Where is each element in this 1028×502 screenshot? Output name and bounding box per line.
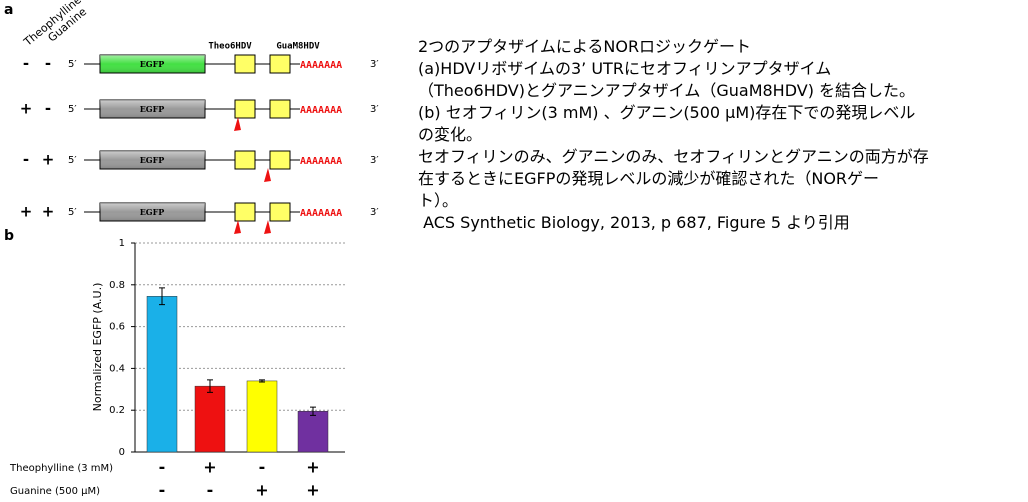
poly-a: AAAAAAA xyxy=(300,208,342,219)
condition-sign: + xyxy=(306,458,319,477)
poly-a: AAAAAAA xyxy=(300,60,342,71)
condition-sign: + xyxy=(203,458,216,477)
condition-label: Theophylline (3 mM) xyxy=(9,463,113,474)
aptazyme-box xyxy=(234,54,256,74)
condition-sign: + xyxy=(255,481,268,500)
y-tick-label: 0 xyxy=(119,447,125,458)
sign: - xyxy=(45,100,51,118)
five-prime: 5′ xyxy=(68,155,77,166)
five-prime: 5′ xyxy=(68,104,77,115)
y-tick-label: 0.8 xyxy=(109,280,125,291)
note-line: 在するときにEGFPの発現レベルの減少が確認された（NORゲー xyxy=(418,169,880,188)
gene-shade xyxy=(100,151,205,169)
figure: a Theophylline Guanine Theo6HDV GuaM8HDV… xyxy=(4,0,379,500)
sign: - xyxy=(23,55,29,73)
bar xyxy=(246,380,278,453)
note-line: （Theo6HDV)とグアニンアプタザイム（GuaM8HDV) を結合した。 xyxy=(418,81,916,100)
cleavage-mark xyxy=(234,220,241,234)
aptazyme-box xyxy=(234,99,256,119)
notes: 2つのアプタザイムによるNORロジックゲート (a)HDVリボザイムの3’ UTR… xyxy=(418,36,1018,234)
error-bar xyxy=(259,379,265,383)
aptazyme-box xyxy=(269,150,291,170)
note-line: 2つのアプタザイムによるNORロジックゲート xyxy=(418,37,752,56)
gene-label: EGFP xyxy=(140,155,165,165)
three-prime: 3′ xyxy=(370,155,379,166)
aptazyme-label: GuaM8HDV xyxy=(276,42,320,52)
gene-label: EGFP xyxy=(140,207,165,217)
condition-sign: - xyxy=(159,458,166,477)
five-prime: 5′ xyxy=(68,59,77,70)
three-prime: 3′ xyxy=(370,207,379,218)
aptazyme-box xyxy=(269,99,291,119)
aptazyme-box xyxy=(269,54,291,74)
condition-sign: - xyxy=(259,458,266,477)
y-tick-label: 0.2 xyxy=(109,405,125,416)
gene-shade xyxy=(100,100,205,118)
three-prime: 3′ xyxy=(370,104,379,115)
aptazyme-label: Theo6HDV xyxy=(208,42,252,52)
three-prime: 3′ xyxy=(370,59,379,70)
aptazyme-box xyxy=(269,202,291,222)
gene-shade xyxy=(100,55,205,73)
note-line: の変化。 xyxy=(418,125,483,144)
sign: + xyxy=(42,151,55,169)
note-line: セオフィリンのみ、グアニンのみ、セオフィリンとグアニンの両方が存 xyxy=(418,147,929,166)
error-bar xyxy=(207,379,213,393)
gene-label: EGFP xyxy=(140,59,165,69)
aptazyme-box xyxy=(234,150,256,170)
condition-sign: + xyxy=(306,481,319,500)
condition-sign: - xyxy=(207,481,214,500)
poly-a: AAAAAAA xyxy=(300,156,342,167)
poly-a: AAAAAAA xyxy=(300,105,342,116)
note-line: (a)HDVリボザイムの3’ UTRにセオフィリンアプタザイム xyxy=(418,59,832,78)
five-prime: 5′ xyxy=(68,207,77,218)
y-tick-label: 0.6 xyxy=(109,322,125,333)
gene-label: EGFP xyxy=(140,104,165,114)
bar xyxy=(194,385,226,453)
sign: - xyxy=(45,55,51,73)
sign: - xyxy=(23,151,29,169)
panel-label: b xyxy=(4,228,14,244)
cleavage-mark xyxy=(264,220,271,234)
cleavage-mark xyxy=(264,168,271,182)
note-line: ACS Synthetic Biology, 2013, p 687, Figu… xyxy=(418,213,850,232)
note-line: (b) セオフィリン(3 mM) 、グアニン(500 μM)存在下での発現レベル xyxy=(418,103,916,122)
aptazyme-box xyxy=(234,202,256,222)
condition-label: Guanine (500 µM) xyxy=(10,486,100,497)
sign: + xyxy=(42,203,55,221)
error-bar xyxy=(159,287,165,306)
error-bar xyxy=(310,406,316,416)
bar xyxy=(297,410,329,453)
bar xyxy=(146,296,178,453)
note-line: ト）。 xyxy=(418,191,459,210)
cleavage-mark xyxy=(234,117,241,131)
panel-label: a xyxy=(4,2,13,18)
condition-sign: - xyxy=(159,481,166,500)
y-tick-label: 1 xyxy=(119,238,125,249)
gene-shade xyxy=(100,203,205,221)
y-tick-label: 0.4 xyxy=(109,363,125,374)
sign: + xyxy=(20,100,33,118)
y-axis-label: Normalized EGFP (A.U.) xyxy=(91,283,104,412)
sign: + xyxy=(20,203,33,221)
